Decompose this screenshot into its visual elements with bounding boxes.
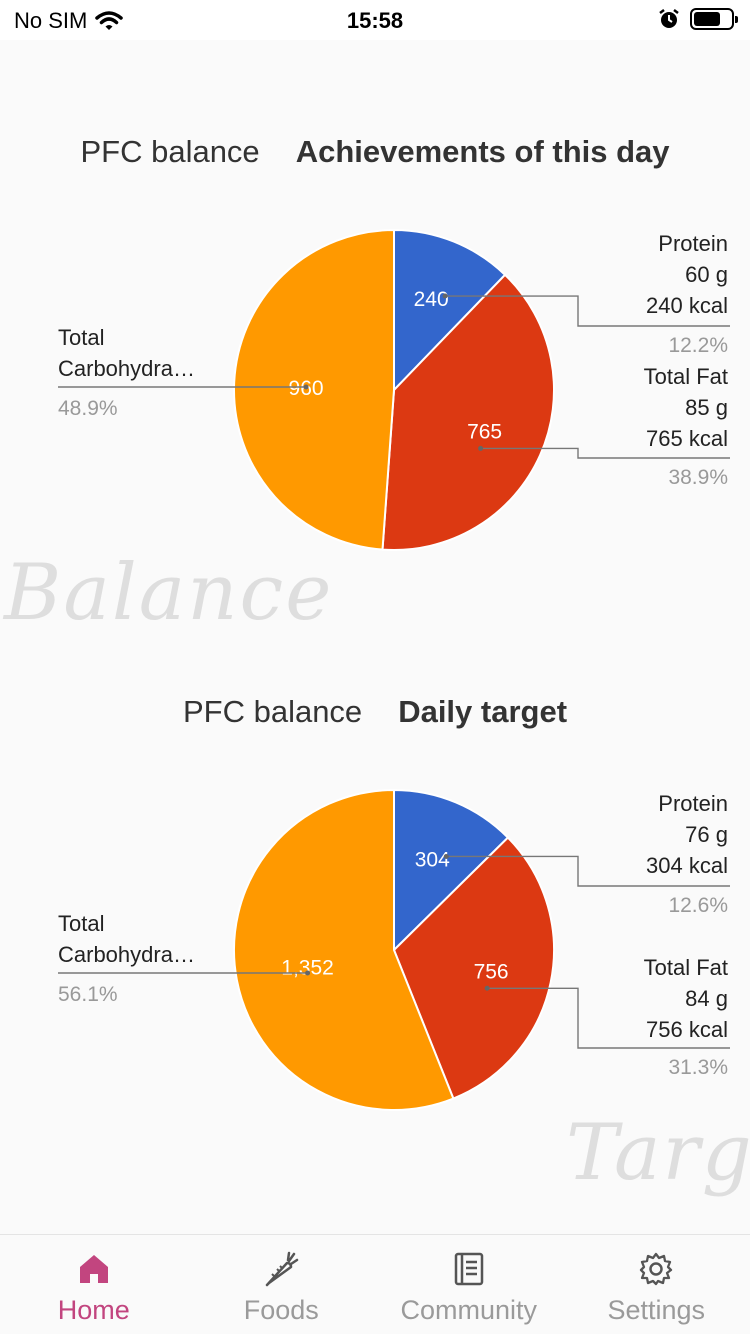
wifi-icon — [95, 11, 124, 30]
slice-legend-label: Carbohydra… — [58, 942, 195, 967]
tab-label: Community — [400, 1295, 538, 1325]
slice-value-label: 304 — [415, 848, 450, 871]
chart-subtitle: PFC balance — [80, 134, 260, 169]
tab-bar: Home Foods Community Settings — [0, 1234, 750, 1334]
tab-home[interactable]: Home — [0, 1235, 188, 1334]
home-icon — [79, 1255, 108, 1283]
slice-percent-label: 38.9% — [668, 466, 728, 489]
battery-icon — [690, 8, 738, 30]
slice-legend-label: 304 kcal — [646, 853, 728, 878]
slice-legend-label: Total — [58, 911, 104, 936]
pie-slice[interactable] — [393, 228, 507, 393]
pie-slice[interactable] — [392, 836, 555, 1100]
notebook-icon — [454, 1252, 483, 1286]
slice-legend-label: Total — [58, 325, 104, 350]
leader-dot — [443, 853, 449, 859]
slice-legend-label: 756 kcal — [646, 1017, 728, 1042]
slice-value-label: 765 — [467, 420, 502, 443]
slice-legend-label: 240 kcal — [646, 293, 728, 318]
pie-slice[interactable] — [381, 273, 555, 551]
slice-legend-label: Total Fat — [644, 364, 728, 389]
status-time: 15:58 — [346, 8, 404, 33]
watermark-balance: Balance — [4, 548, 334, 638]
slice-legend-label: Protein — [658, 791, 728, 816]
slice-legend-label: 76 g — [685, 822, 728, 847]
status-left: No SIM — [14, 8, 124, 34]
leader-dot — [303, 384, 309, 390]
tab-label: Home — [57, 1295, 130, 1325]
slice-percent-label: 31.3% — [668, 1056, 728, 1079]
slice-legend-label: Carbohydra… — [58, 356, 195, 381]
tab-settings[interactable]: Settings — [563, 1235, 750, 1334]
chart-title-target: PFC balance Daily target — [0, 694, 750, 730]
alarm-icon — [659, 9, 679, 28]
slice-legend-label: 765 kcal — [646, 426, 728, 451]
carrot-icon — [266, 1251, 299, 1287]
leader-line — [487, 987, 730, 1049]
slice-legend-label: 60 g — [685, 262, 728, 287]
tab-community[interactable]: Community — [375, 1235, 563, 1334]
slice-percent-label: 56.1% — [58, 983, 118, 1006]
slice-value-label: 240 — [414, 288, 449, 311]
leader-dot — [478, 445, 484, 451]
slice-legend-label: Total Fat — [644, 955, 728, 980]
slice-legend-label: Protein — [658, 231, 728, 256]
slice-legend-label: 85 g — [685, 395, 728, 420]
tab-foods[interactable]: Foods — [188, 1235, 376, 1334]
slice-percent-label: 12.2% — [668, 334, 728, 357]
slice-legend-label: 84 g — [685, 986, 728, 1011]
status-bar: No SIM 15:58 — [0, 0, 750, 40]
chart-title-achievements: PFC balance Achievements of this day — [0, 134, 750, 170]
chart-title-text: Daily target — [398, 694, 568, 729]
slice-value-label: 1,352 — [281, 957, 334, 980]
slice-value-label: 756 — [474, 960, 509, 983]
leader-dot — [305, 970, 311, 976]
tab-label: Settings — [607, 1295, 706, 1325]
pie-chart-target: 304 756 1,352 Protein 76 g 304 kcal 12.6% Total… — [58, 788, 730, 1111]
leader-dot — [442, 293, 448, 299]
pie-slice[interactable] — [393, 788, 510, 953]
pie-slice[interactable] — [233, 228, 395, 551]
leader-line — [480, 447, 730, 459]
carrier-label: No SIM — [14, 8, 88, 33]
leader-dot — [484, 985, 490, 991]
tab-label: Foods — [243, 1295, 319, 1325]
leader-line — [445, 295, 730, 327]
gear-icon — [640, 1252, 673, 1286]
pie-slice[interactable] — [233, 788, 455, 1111]
leader-line — [446, 855, 730, 887]
chart-title-text: Achievements of this day — [295, 134, 670, 169]
slice-percent-label: 48.9% — [58, 397, 118, 420]
slice-percent-label: 12.6% — [668, 894, 728, 917]
status-right — [658, 8, 738, 30]
chart-subtitle: PFC balance — [182, 694, 363, 729]
watermark-target: Target — [566, 1108, 750, 1198]
